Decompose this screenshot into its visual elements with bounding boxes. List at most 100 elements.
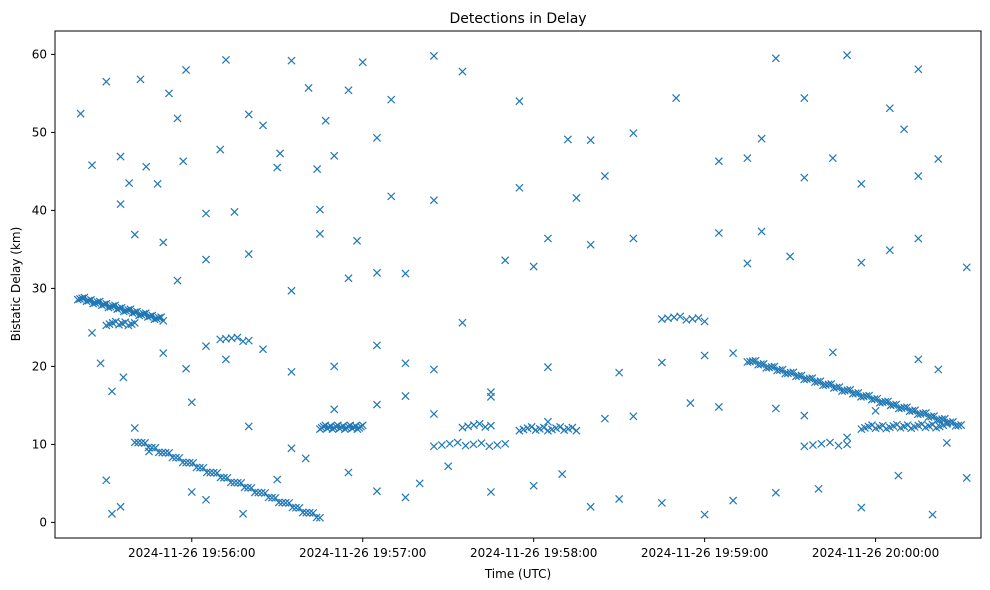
- detection-marker: [486, 392, 495, 401]
- detection-marker: [615, 494, 624, 504]
- detection-marker: [694, 313, 703, 323]
- detection-marker: [475, 419, 484, 428]
- detection-marker: [102, 476, 111, 485]
- detection-marker: [273, 475, 282, 484]
- detection-marker: [493, 440, 502, 450]
- detection-marker: [914, 234, 923, 243]
- detection-marker: [146, 312, 155, 321]
- y-tick-label: 60: [32, 47, 47, 61]
- detection-marker: [458, 67, 467, 76]
- detection-marker: [775, 366, 784, 375]
- detection-marker: [134, 438, 143, 447]
- detection-marker: [771, 404, 780, 413]
- detection-marker: [100, 300, 109, 309]
- detection-marker: [873, 394, 882, 403]
- detection-marker: [291, 503, 300, 512]
- detection-marker: [159, 316, 168, 325]
- detection-marker: [816, 377, 825, 386]
- detection-marker: [843, 440, 852, 449]
- detection-marker: [415, 479, 424, 488]
- detection-marker: [142, 162, 151, 171]
- detection-marker: [539, 423, 548, 432]
- detection-marker: [714, 228, 723, 238]
- detection-marker: [672, 94, 681, 103]
- y-tick-label: 30: [32, 281, 47, 295]
- detection-marker: [700, 351, 709, 360]
- detection-marker: [315, 205, 325, 214]
- detection-marker: [244, 336, 253, 345]
- detection-marker: [189, 458, 198, 467]
- detection-marker: [201, 495, 211, 504]
- detection-marker: [84, 296, 93, 305]
- detection-marker: [309, 508, 318, 518]
- detection-marker: [153, 179, 162, 188]
- detection-marker: [313, 165, 322, 174]
- detection-marker: [748, 357, 757, 366]
- detection-marker: [187, 398, 196, 407]
- detection-marker: [372, 133, 381, 142]
- detection-marker: [173, 114, 182, 123]
- detection-marker: [237, 478, 246, 487]
- detection-marker: [243, 483, 252, 492]
- detection-marker: [295, 503, 304, 512]
- detection-marker: [130, 318, 139, 327]
- detection-marker: [770, 362, 779, 371]
- detection-marker: [130, 423, 139, 433]
- detection-marker: [894, 471, 903, 480]
- detection-marker: [132, 307, 141, 316]
- detection-marker: [125, 179, 134, 188]
- detection-marker: [304, 83, 313, 92]
- detection-marker: [330, 362, 339, 371]
- detection-marker: [239, 509, 248, 518]
- detection-marker: [458, 318, 467, 327]
- y-tick-label: 20: [32, 359, 47, 373]
- detection-marker: [543, 417, 552, 426]
- detection-marker: [870, 395, 879, 404]
- detection-marker: [942, 438, 951, 447]
- detection-marker: [572, 426, 581, 435]
- detection-marker: [857, 179, 866, 188]
- detection-marker: [387, 95, 396, 104]
- detection-marker: [756, 360, 765, 369]
- detection-marker: [257, 488, 266, 497]
- detection-marker: [657, 358, 666, 367]
- detection-marker: [902, 403, 911, 412]
- detection-marker: [159, 349, 168, 358]
- detection-marker: [800, 411, 809, 420]
- detection-marker: [372, 400, 381, 409]
- detection-marker: [86, 295, 95, 304]
- detection-marker: [113, 305, 122, 314]
- detection-marker: [173, 276, 182, 285]
- detection-marker: [150, 315, 159, 324]
- detection-marker: [948, 417, 957, 426]
- detection-marker: [729, 349, 738, 358]
- x-tick-label: 2024-11-26 19:59:00: [641, 546, 768, 560]
- detection-marker: [89, 299, 98, 308]
- detection-marker: [168, 453, 177, 462]
- detection-marker: [221, 355, 230, 364]
- detection-marker: [914, 355, 923, 364]
- detection-marker: [143, 312, 152, 321]
- y-tick-label: 10: [32, 437, 47, 451]
- detection-marker: [372, 268, 381, 277]
- detection-marker: [126, 305, 135, 314]
- y-tick-label: 50: [32, 125, 47, 139]
- detection-marker: [372, 487, 381, 496]
- detection-marker: [700, 317, 709, 326]
- detection-marker: [843, 386, 852, 395]
- detection-marker: [185, 458, 194, 467]
- detection-marker: [529, 481, 538, 490]
- detection-marker: [469, 440, 478, 449]
- detection-marker: [192, 463, 201, 472]
- detection-marker: [115, 304, 124, 313]
- detection-marker: [934, 365, 943, 374]
- detection-marker: [157, 313, 166, 322]
- detection-marker: [121, 306, 131, 315]
- detection-marker: [298, 508, 307, 517]
- detection-marker: [828, 154, 837, 163]
- detection-marker: [797, 371, 806, 380]
- detection-marker: [962, 263, 971, 272]
- detection-marker: [287, 286, 296, 295]
- detection-marker: [107, 509, 117, 518]
- x-tick-label: 2024-11-26 19:56:00: [128, 546, 255, 560]
